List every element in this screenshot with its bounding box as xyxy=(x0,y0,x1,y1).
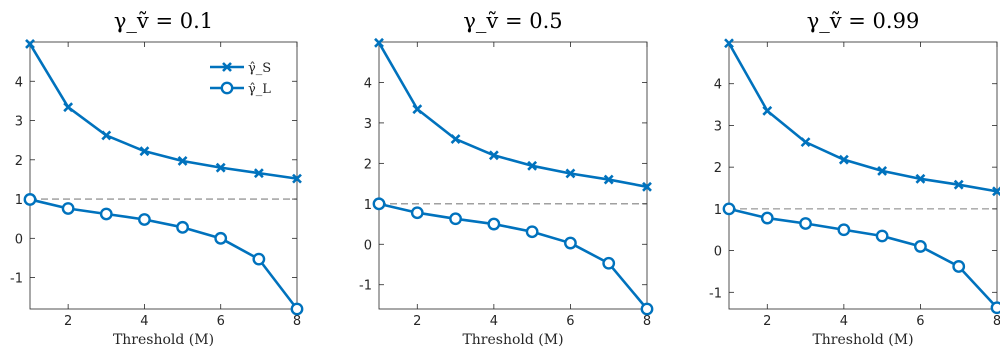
data-point-gamma-s xyxy=(215,162,226,173)
x-tick-label: 6 xyxy=(916,314,924,329)
data-point-gamma-l xyxy=(176,220,189,234)
data-point-gamma-l xyxy=(602,256,616,270)
legend-label-gamma-l: γ̂_L xyxy=(248,82,271,97)
data-point-gamma-l xyxy=(252,252,266,266)
y-tick-label: 0 xyxy=(15,232,23,247)
y-tick-label: 3 xyxy=(364,117,372,132)
series-line-gamma-s xyxy=(727,42,998,193)
data-point-gamma-l xyxy=(722,202,736,216)
data-point-gamma-s xyxy=(762,105,773,116)
data-point-gamma-l xyxy=(23,193,37,206)
y-tick-label: -1 xyxy=(359,279,372,294)
legend-label-gamma-s: γ̂_S xyxy=(248,61,271,76)
data-point-gamma-s xyxy=(838,154,849,165)
x-axis-label: Threshold (M) xyxy=(812,332,913,348)
y-tick-label: 2 xyxy=(364,157,372,172)
series-line-gamma-s xyxy=(28,43,298,180)
data-point-gamma-l xyxy=(760,211,774,225)
y-tick-label: 3 xyxy=(15,115,23,130)
y-tick-label: -1 xyxy=(10,272,23,287)
data-point-gamma-s xyxy=(139,146,150,157)
data-point-gamma-s xyxy=(488,150,499,161)
y-tick-label: 1 xyxy=(364,198,372,213)
series-line-gamma-l xyxy=(378,202,648,310)
chart-panel-3: 2 4 6 8 -1 0 1 2 3 4 γ_ṽ = 0.99 Threshold (M) xyxy=(709,9,1000,348)
data-point-gamma-s xyxy=(412,104,423,115)
x-tick-label: 2 xyxy=(763,314,771,329)
x-tick-label: 8 xyxy=(643,314,651,329)
y-tick-label: 1 xyxy=(714,203,722,218)
series-line-gamma-l xyxy=(728,207,998,309)
x-tick-label: 4 xyxy=(840,314,848,329)
data-point-gamma-s xyxy=(915,173,926,184)
x-tick-label: 2 xyxy=(413,314,421,329)
legend-marker-gamma-s xyxy=(222,62,232,72)
chart-panel-1: 2 4 6 8 -1 0 1 2 3 4 γ_ṽ = 0.1 Threshold (M) γ̂_S γ̂_… xyxy=(10,9,304,348)
y-tick-label: 4 xyxy=(364,76,372,91)
series-line-gamma-l xyxy=(29,198,299,310)
y-tick-label: 1 xyxy=(15,193,23,208)
data-point-gamma-s xyxy=(292,173,302,184)
x-tick-label: 8 xyxy=(293,314,301,329)
x-axis-label: Threshold (M) xyxy=(462,332,563,348)
y-tick-label: 0 xyxy=(364,238,372,253)
data-point-gamma-l xyxy=(372,197,386,211)
data-point-gamma-s xyxy=(63,102,74,113)
y-tick-label: 2 xyxy=(15,154,23,169)
data-point-gamma-l xyxy=(952,260,966,273)
x-tick-label: 2 xyxy=(64,314,72,329)
y-tick-label: 2 xyxy=(714,161,722,176)
data-point-gamma-l xyxy=(914,240,927,253)
data-point-gamma-s xyxy=(724,38,734,49)
data-point-gamma-l xyxy=(875,229,889,243)
data-point-gamma-s xyxy=(101,130,112,141)
data-point-gamma-s xyxy=(877,165,888,176)
data-point-gamma-l xyxy=(99,207,113,221)
data-point-gamma-s xyxy=(800,137,811,148)
data-point-gamma-l xyxy=(837,223,851,237)
data-point-gamma-l xyxy=(525,225,539,239)
data-point-gamma-l xyxy=(799,217,812,230)
series-line-gamma-s xyxy=(377,42,648,189)
data-point-gamma-s xyxy=(565,168,576,179)
x-tick-label: 6 xyxy=(217,314,225,329)
y-tick-label: 4 xyxy=(15,75,23,90)
data-point-gamma-s xyxy=(603,174,614,185)
data-point-gamma-s xyxy=(642,181,652,192)
y-tick-label: -1 xyxy=(709,286,722,301)
data-point-gamma-l xyxy=(290,302,304,316)
data-point-gamma-l xyxy=(487,217,501,231)
data-point-gamma-s xyxy=(527,160,538,171)
chart-title: γ_ṽ = 0.99 xyxy=(807,9,920,33)
x-tick-label: 4 xyxy=(140,314,148,329)
data-point-gamma-l xyxy=(61,202,75,215)
x-tick-label: 8 xyxy=(993,314,1000,329)
axes-box xyxy=(29,41,298,310)
legend-marker-gamma-l xyxy=(220,81,234,95)
chart-title: γ_ṽ = 0.5 xyxy=(463,9,562,33)
y-tick-label: 3 xyxy=(714,119,722,134)
data-point-gamma-s xyxy=(25,39,35,49)
x-axis-label: Threshold (M) xyxy=(113,332,214,348)
data-point-gamma-l xyxy=(410,206,424,220)
data-point-gamma-s xyxy=(374,37,384,48)
data-point-gamma-s xyxy=(953,179,964,190)
x-tick-label: 4 xyxy=(490,314,498,329)
data-point-gamma-l xyxy=(138,213,151,226)
data-point-gamma-l xyxy=(214,231,228,245)
data-point-gamma-l xyxy=(990,301,1000,315)
axes-box xyxy=(378,41,648,310)
data-point-gamma-s xyxy=(450,134,461,145)
y-tick-label: 0 xyxy=(714,245,722,260)
chart-title: γ_ṽ = 0.1 xyxy=(114,9,213,33)
data-point-gamma-l xyxy=(640,302,654,316)
x-tick-label: 6 xyxy=(566,314,574,329)
data-point-gamma-s xyxy=(177,156,188,166)
y-tick-label: 4 xyxy=(714,78,722,93)
data-point-gamma-s xyxy=(253,168,264,179)
chart-panel-2: 2 4 6 8 -1 0 1 2 3 4 γ_ṽ = 0.5 Threshold (M) xyxy=(359,9,654,348)
data-point-gamma-l xyxy=(449,212,462,226)
data-point-gamma-l xyxy=(564,236,577,250)
